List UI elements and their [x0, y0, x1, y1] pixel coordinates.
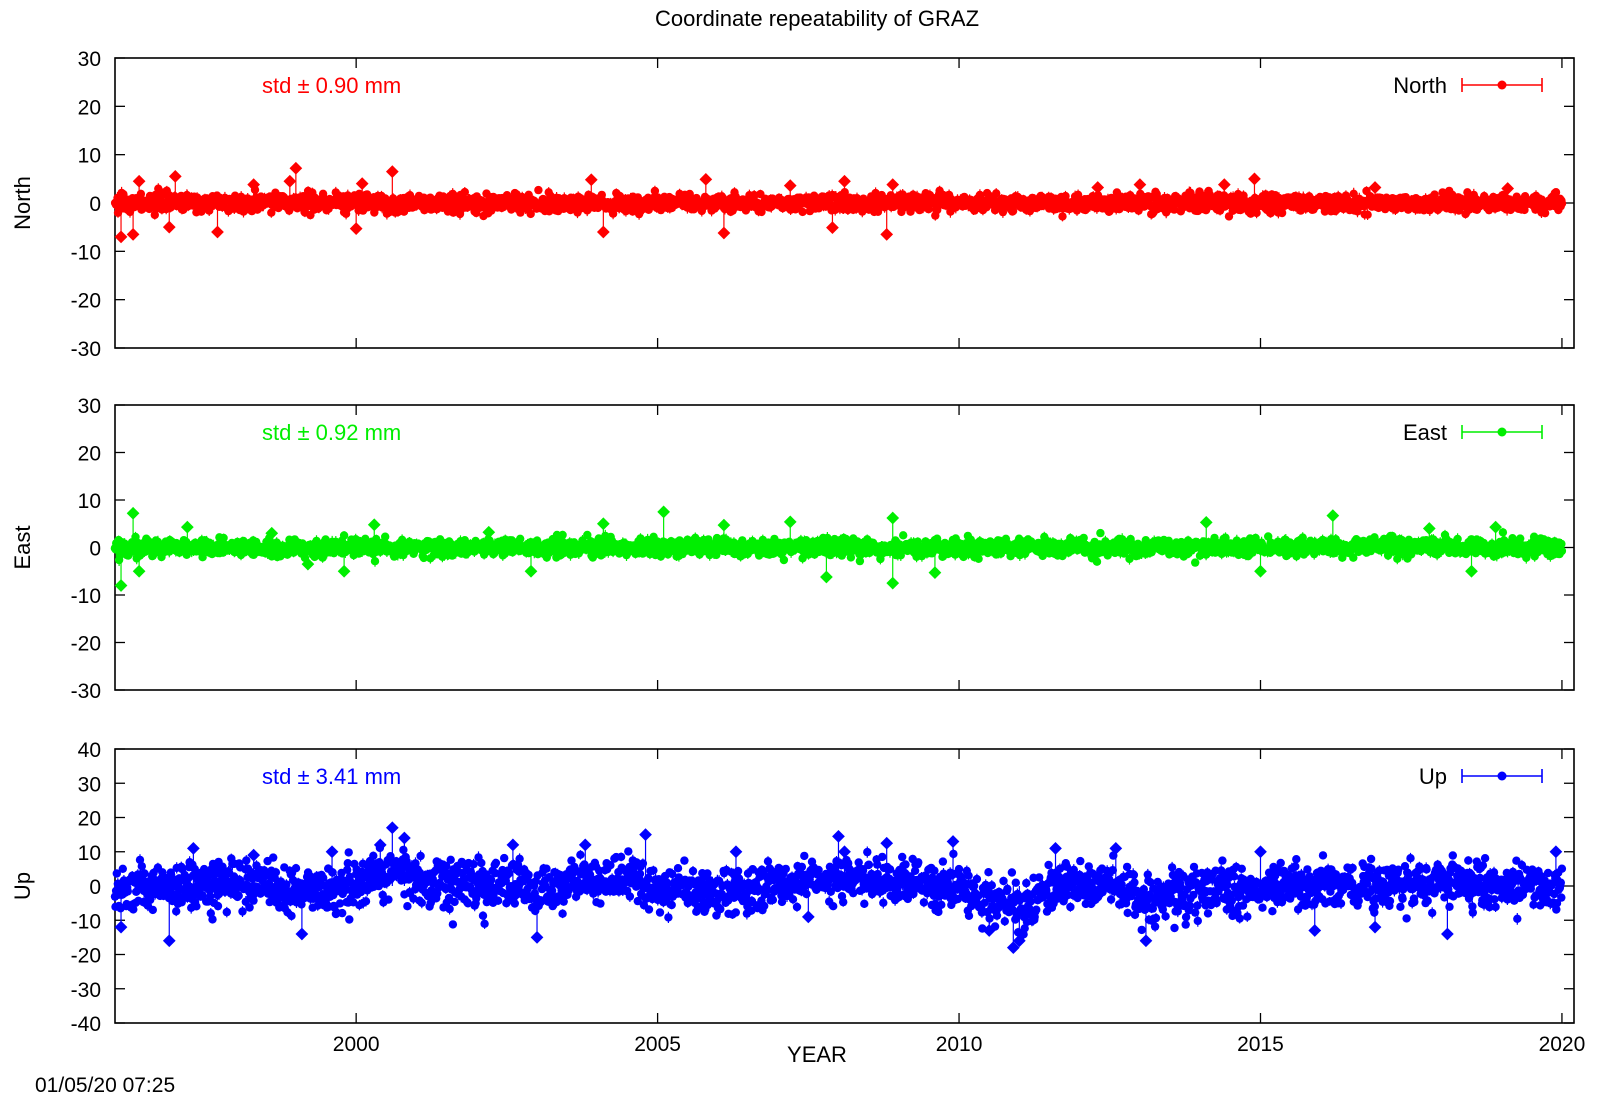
y-axis-label: North	[10, 176, 35, 230]
y-tick-label: -40	[71, 1013, 101, 1036]
y-tick-label: 30	[78, 395, 101, 418]
panel-east: -30 -20 -10 0 10 20 30 East std ± 0.92 mm East	[10, 395, 1575, 703]
y-tick-label: 10	[78, 145, 101, 168]
y-tick-label: -30	[71, 979, 101, 1002]
y-tick-label: -20	[71, 633, 101, 656]
y-tick-label: -30	[71, 680, 101, 703]
y-tick-label: 30	[78, 48, 101, 71]
legend-marker	[1497, 80, 1507, 90]
y-tick-label: 0	[89, 538, 101, 561]
chart-title: Coordinate repeatability of GRAZ	[655, 6, 979, 31]
y-axis-label: East	[10, 525, 35, 569]
y-tick-label: 0	[89, 193, 101, 216]
legend-label: East	[1403, 420, 1447, 445]
y-tick-label: -10	[71, 241, 101, 264]
legend-marker	[1497, 427, 1507, 437]
legend: North	[1393, 73, 1543, 98]
y-tick-label: -30	[71, 338, 101, 361]
y-tick-label: 20	[78, 96, 101, 119]
std-label: std ± 0.90 mm	[262, 73, 401, 98]
y-tick-label: 20	[78, 443, 101, 466]
panel-north: -30 -20 -10 0 10 20 30 North std ± 0.90 mm North	[10, 48, 1575, 361]
series-north	[110, 161, 1567, 244]
y-tick-label: -10	[71, 585, 101, 608]
y-tick-label: -20	[71, 290, 101, 313]
y-tick-label: 10	[78, 490, 101, 513]
legend-label: North	[1393, 73, 1447, 98]
std-label: std ± 0.92 mm	[262, 420, 401, 445]
